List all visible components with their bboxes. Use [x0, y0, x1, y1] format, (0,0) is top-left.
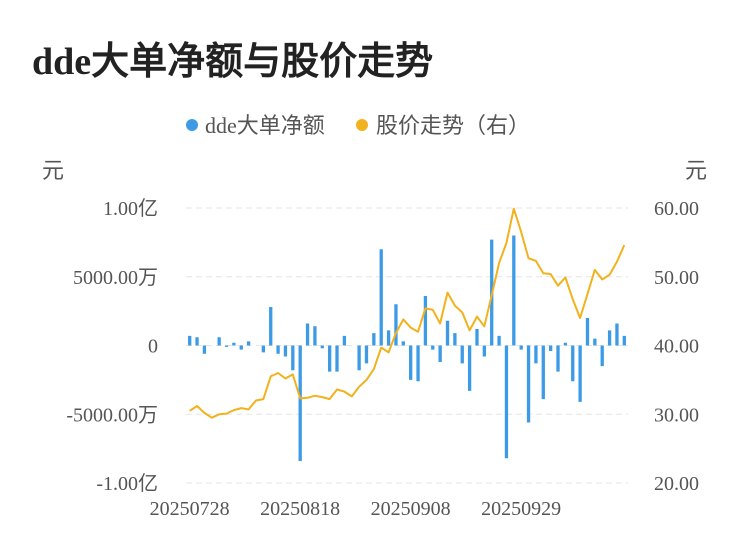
bar	[202, 345, 207, 354]
bar	[276, 345, 280, 354]
bar	[423, 296, 428, 346]
bar	[372, 333, 376, 346]
bar	[342, 335, 347, 346]
right-tick-label: 30.00	[654, 404, 699, 426]
bar	[246, 341, 251, 346]
bar	[556, 345, 560, 372]
bar	[298, 345, 302, 461]
x-tick-label: 20250728	[150, 498, 230, 520]
bar	[416, 345, 420, 382]
bar	[431, 345, 435, 350]
bar	[445, 320, 450, 346]
price-line	[189, 207, 626, 419]
bar	[578, 345, 582, 402]
bar	[313, 326, 317, 346]
bar	[541, 345, 545, 400]
bar	[438, 345, 442, 362]
bar	[467, 345, 472, 391]
left-tick-label: 1.00亿	[103, 197, 158, 220]
x-axis-ticks: 20250728 20250818 20250908 20250929	[150, 498, 562, 520]
bar	[320, 345, 324, 349]
bar	[239, 345, 243, 350]
bar	[453, 333, 457, 346]
legend-bar-label: dde大单净额	[205, 113, 325, 138]
price-line-series	[189, 207, 626, 419]
left-tick-label: 0	[148, 336, 158, 358]
right-tick-label: 50.00	[654, 267, 699, 289]
bar	[335, 345, 339, 372]
right-tick-label: 20.00	[654, 473, 699, 495]
bar	[593, 338, 597, 346]
bar	[519, 345, 523, 350]
bar	[269, 307, 273, 346]
bar	[409, 345, 413, 380]
x-tick-label: 20250818	[260, 498, 340, 520]
bar-series	[188, 235, 626, 461]
x-tick-label: 20250929	[481, 498, 561, 520]
bar	[232, 342, 236, 346]
bar	[386, 330, 391, 346]
bar	[188, 335, 192, 346]
bar	[364, 345, 369, 364]
bar	[548, 345, 553, 351]
bar	[195, 337, 199, 346]
left-tick-label: 5000.00万	[73, 267, 158, 289]
left-tick-label: -5000.00万	[66, 404, 158, 426]
bar	[512, 235, 516, 346]
bar	[475, 329, 479, 346]
bar	[497, 335, 501, 346]
bar	[600, 345, 604, 367]
left-axis-ticks: 1.00亿 5000.00万 0 -5000.00万 -1.00亿	[66, 197, 158, 495]
bar	[291, 345, 295, 371]
right-tick-label: 60.00	[654, 198, 699, 220]
bar	[357, 345, 361, 371]
legend-bar-swatch	[186, 119, 198, 131]
x-tick-label: 20250908	[371, 498, 451, 520]
bar	[261, 345, 266, 353]
bar	[305, 323, 310, 346]
bar	[622, 335, 626, 346]
right-tick-label: 40.00	[654, 336, 699, 358]
legend: dde大单净额 股价走势（右）	[186, 113, 530, 138]
bar	[482, 345, 487, 357]
bar	[571, 345, 575, 382]
chart-title: dde大单净额与股价走势	[32, 41, 434, 83]
left-tick-label: -1.00亿	[96, 472, 158, 495]
bar	[394, 304, 398, 346]
bar	[224, 345, 229, 347]
bar	[379, 249, 383, 346]
bar	[401, 341, 405, 346]
bar	[327, 345, 332, 372]
bar	[563, 342, 568, 346]
bar	[460, 345, 464, 364]
bar	[526, 345, 531, 423]
bar	[283, 345, 288, 357]
bar	[615, 323, 619, 346]
left-axis-unit: 元	[42, 158, 64, 183]
bar	[607, 330, 612, 346]
legend-line-label: 股价走势（右）	[376, 113, 530, 138]
right-axis-ticks: 60.00 50.00 40.00 30.00 20.00	[654, 198, 699, 495]
legend-line-swatch	[356, 119, 368, 131]
bar	[534, 345, 538, 364]
bar	[217, 337, 221, 346]
right-axis-unit: 元	[685, 158, 707, 183]
gridlines	[186, 207, 628, 484]
bar	[504, 345, 509, 459]
bar	[585, 318, 590, 346]
